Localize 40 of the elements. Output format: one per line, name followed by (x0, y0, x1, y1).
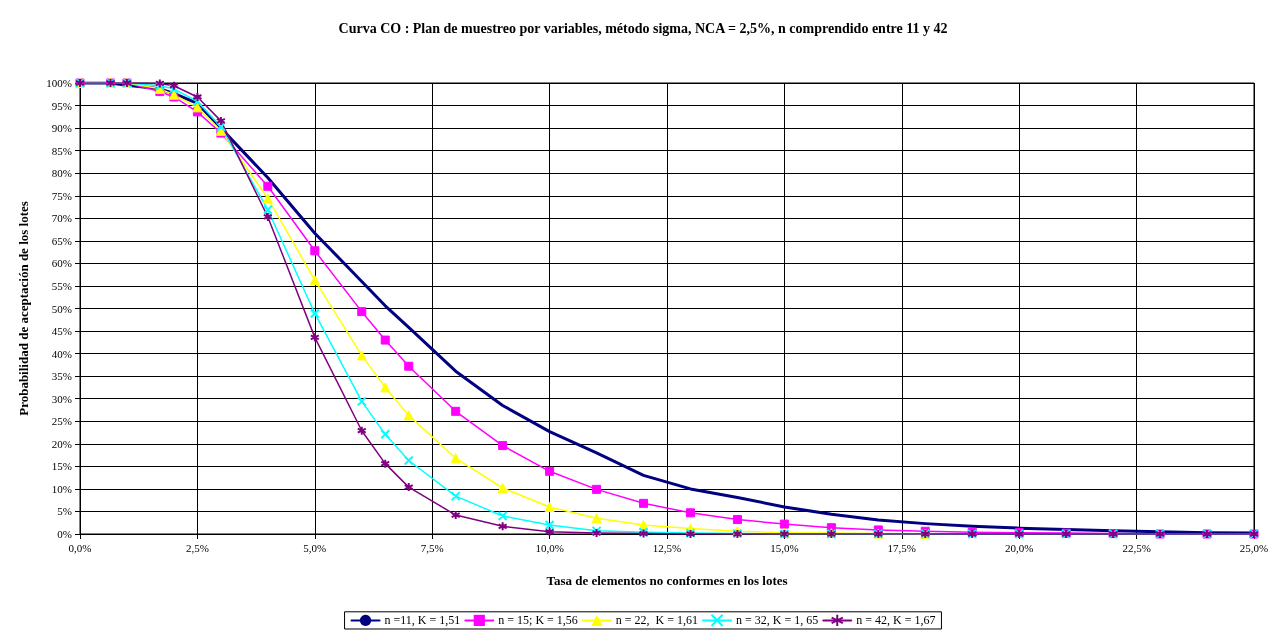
legend-label: n = 32, K = 1, 65 (736, 613, 819, 628)
y-tick-label: 65% (51, 234, 72, 247)
y-tick-label: 100% (46, 77, 72, 89)
x-tick-label: 20,0% (1004, 541, 1034, 554)
y-tick-label: 60% (51, 257, 72, 270)
legend-label: n =11, K = 1,51 (384, 613, 461, 628)
x-tick-label: 2,5% (185, 541, 209, 554)
y-tick-label: 20% (51, 437, 72, 450)
x-tick-label: 10,0% (535, 541, 564, 554)
y-tick-label: 85% (51, 144, 72, 157)
x-tick-label: 25,0% (1239, 541, 1269, 554)
y-tick-label: 10% (51, 482, 72, 495)
y-tick-label: 50% (51, 302, 72, 315)
y-tick-label: 80% (51, 167, 72, 180)
y-axis-title: Probabilidad de aceptación de los lotes (16, 201, 31, 416)
chart-title: Curva CO : Plan de muestreo por variables, método sigma, NCA = 2,5%, n comprendido entre 11 y 42 (338, 20, 948, 36)
legend-label: n = 42, K = 1,67 (856, 613, 936, 628)
y-tick-label: 70% (51, 212, 72, 225)
y-tick-label: 15% (51, 460, 72, 473)
x-tick-label: 5,0% (303, 541, 327, 554)
y-tick-label: 30% (51, 392, 72, 405)
x-tick-label: 0,0% (68, 541, 92, 554)
y-tick-label: 75% (51, 189, 72, 202)
y-tick-label: 90% (51, 122, 72, 135)
y-tick-label: 45% (51, 325, 72, 338)
x-tick-label: 15,0% (770, 541, 799, 554)
y-tick-label: 25% (51, 415, 72, 428)
y-tick-label: 5% (57, 505, 72, 518)
x-axis-title: Tasa de elementos no conformes en los lotes (546, 573, 788, 588)
y-tick-label: 35% (51, 370, 72, 383)
y-tick-label: 95% (51, 99, 72, 112)
x-tick-label: 17,5% (887, 541, 917, 554)
y-tick-label: 55% (51, 279, 72, 292)
y-tick-label: 40% (51, 347, 72, 360)
x-tick-label: 7,5% (420, 541, 444, 554)
x-tick-label: 22,5% (1122, 541, 1151, 554)
legend-label: n = 15; K = 1,56 (498, 613, 578, 628)
x-tick-label: 12,5% (652, 541, 682, 554)
legend-label: n = 22, K = 1,61 (615, 613, 699, 628)
y-tick-label: 0% (57, 528, 72, 540)
